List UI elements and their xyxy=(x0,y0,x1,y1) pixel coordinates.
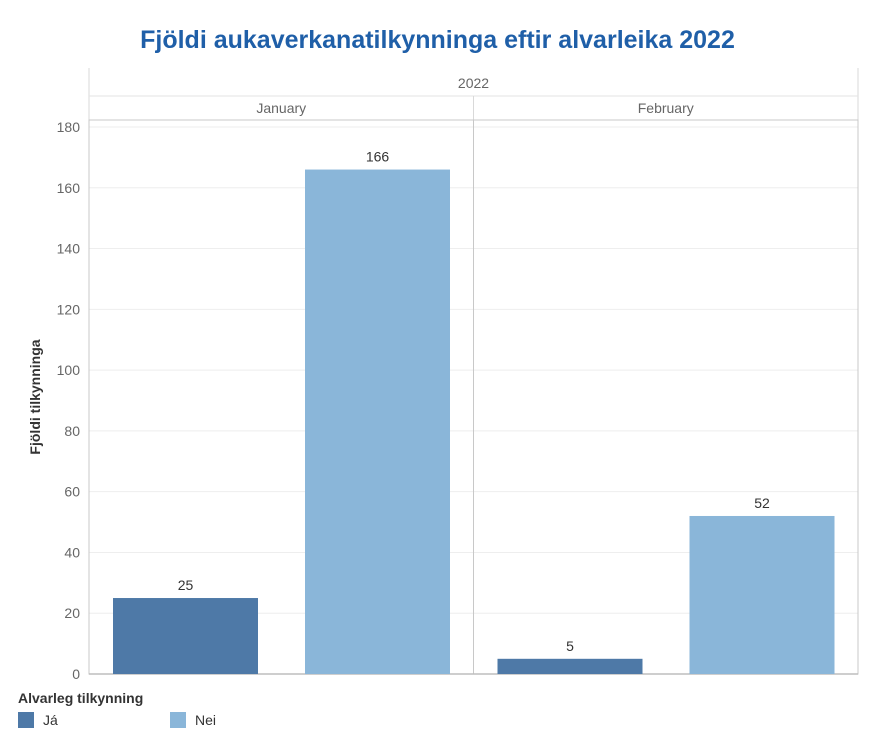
data-label: 25 xyxy=(178,577,194,593)
y-tick-label: 40 xyxy=(64,544,80,560)
legend-title: Alvarleg tilkynning xyxy=(18,690,144,706)
legend-item-nei[interactable]: Nei xyxy=(170,712,216,728)
bar-february-1 xyxy=(689,515,835,674)
y-tick-label: 80 xyxy=(64,423,80,439)
legend-label-nei: Nei xyxy=(195,712,217,728)
data-label: 166 xyxy=(366,149,390,165)
chart-title: Fjöldi aukaverkanatilkynninga eftir alva… xyxy=(140,26,735,54)
legend-swatch-ja xyxy=(18,712,34,728)
legend-item-ja[interactable]: Já xyxy=(18,712,58,728)
y-tick-label: 180 xyxy=(57,119,81,135)
bar-february-0 xyxy=(497,658,643,674)
bar-january-0 xyxy=(113,598,258,674)
y-tick-label: 60 xyxy=(64,484,80,500)
y-tick-label: 140 xyxy=(57,241,81,257)
y-tick-label: 100 xyxy=(57,362,81,378)
bar-january-1 xyxy=(305,169,450,675)
legend-label-ja: Já xyxy=(43,712,58,728)
legend: Alvarleg tilkynning Já Nei xyxy=(18,690,318,734)
data-label: 52 xyxy=(754,495,770,511)
y-tick-label: 120 xyxy=(57,301,81,317)
y-axis-label: Fjöldi tilkynninga xyxy=(27,339,43,454)
legend-items: Já Nei xyxy=(18,712,318,734)
panel-label-february: February xyxy=(638,100,694,116)
y-tick-label: 160 xyxy=(57,180,81,196)
year-header: 2022 xyxy=(458,75,489,91)
data-label: 5 xyxy=(566,638,574,654)
y-tick-label: 20 xyxy=(64,605,80,621)
legend-swatch-nei xyxy=(170,712,186,728)
y-tick-label: 0 xyxy=(72,666,80,682)
panel-label-january: January xyxy=(256,100,306,116)
